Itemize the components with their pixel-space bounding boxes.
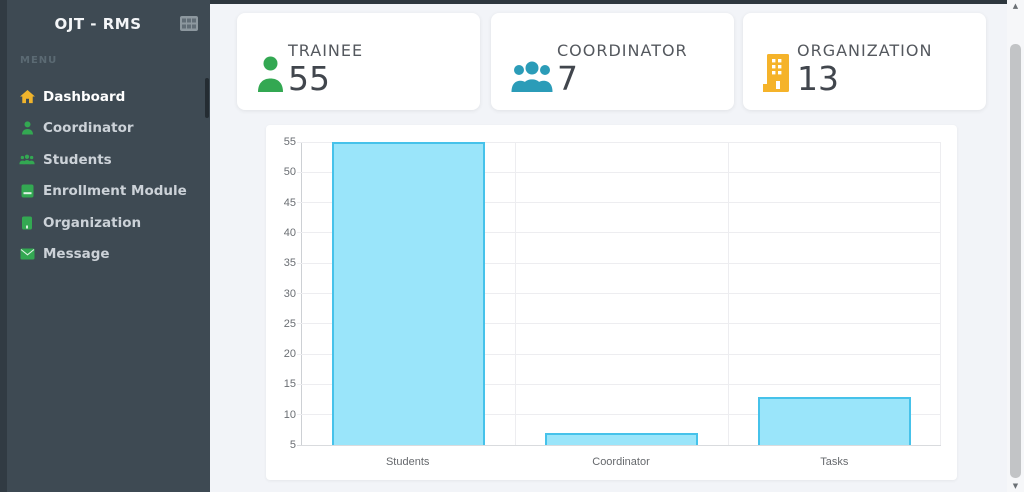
gridline-x-1: [515, 142, 516, 445]
bookmark-icon: [19, 215, 35, 231]
sidebar-item-enrollment-module[interactable]: Enrollment Module: [0, 176, 210, 208]
chart-y-axis-labels: 5 10 15 20 25 30 35 40 45 50 55: [266, 136, 296, 451]
page-scrollbar[interactable]: ▲ ▼: [1007, 0, 1024, 492]
sidebar-item-dashboard[interactable]: Dashboard: [0, 81, 210, 113]
y-tick-label-25: 25: [283, 317, 296, 330]
gridline-y-35: [297, 262, 941, 264]
gridline-y-40: [297, 232, 941, 234]
users-icon: [19, 152, 35, 168]
envelope-icon: [19, 246, 35, 262]
person-icon: [257, 56, 284, 97]
home-icon: [19, 89, 35, 105]
sidebar-menu: Dashboard Coordinator: [0, 81, 210, 270]
stat-card-trainee: TRAINEE 55: [237, 13, 480, 110]
stat-label: ORGANIZATION: [797, 41, 933, 60]
stat-label: TRAINEE: [288, 41, 364, 60]
gridline-y-10: [297, 414, 941, 416]
chart-card: 5 10 15 20 25 30 35 40 45 50 55 Students Coordinato…: [266, 125, 957, 480]
sidebar-scrollbar-thumb[interactable]: [205, 78, 209, 118]
scrollbar-up-arrow[interactable]: ▲: [1012, 2, 1019, 10]
gridline-x-right-edge: [940, 142, 941, 445]
bar-tasks: [757, 396, 912, 445]
app-title: OJT - RMS: [54, 15, 142, 33]
y-tick-label-35: 35: [283, 257, 296, 270]
gridline-y-25: [297, 323, 941, 325]
sidebar-edge-strip: [0, 0, 7, 492]
y-tick-label-50: 50: [283, 166, 296, 179]
sidebar-item-students[interactable]: Students: [0, 144, 210, 176]
gridline-y-55: [297, 141, 941, 143]
y-tick-label-20: 20: [283, 348, 296, 361]
y-tick-label-5: 5: [289, 439, 296, 451]
gridline-y-5: [297, 444, 941, 446]
people-icon: [511, 60, 553, 97]
chart-x-axis-labels: Students Coordinator Tasks: [301, 450, 941, 468]
stat-value: 55: [288, 59, 330, 98]
gridline-y-30: [297, 293, 941, 294]
y-tick-label-10: 10: [283, 408, 296, 421]
sidebar: OJT - RMS MENU Dashboard: [0, 0, 210, 492]
gridline-y-50: [297, 171, 941, 173]
sidebar-header: OJT - RMS: [0, 0, 210, 48]
y-tick-label-30: 30: [283, 287, 296, 300]
building-icon: [763, 54, 793, 97]
menu-section-label: MENU: [20, 55, 58, 66]
stat-value: 13: [797, 59, 839, 98]
scrollbar-thumb[interactable]: [1010, 44, 1021, 478]
gridline-y-45: [297, 202, 941, 204]
x-tick-label-coordinator: Coordinator: [592, 456, 650, 468]
user-icon: [19, 120, 35, 136]
y-tick-label-45: 45: [283, 196, 296, 209]
stat-card-organization: ORGANIZATION 13: [743, 13, 986, 110]
scrollbar-down-arrow[interactable]: ▼: [1012, 482, 1019, 490]
y-tick-label-15: 15: [283, 378, 296, 391]
y-tick-label-55: 55: [283, 136, 296, 148]
chart-plot: [297, 141, 941, 446]
sidebar-item-organization[interactable]: Organization: [0, 207, 210, 239]
gridline-y-20: [297, 353, 941, 355]
sidebar-item-message[interactable]: Message: [0, 239, 210, 271]
top-border-strip: [210, 0, 1007, 4]
bar-students: [331, 142, 486, 445]
stat-card-coordinator: COORDINATOR 7: [491, 13, 734, 110]
gridline-y-15: [297, 383, 941, 385]
book-icon: [19, 183, 35, 199]
gridline-x-2: [728, 142, 729, 445]
sidebar-item-coordinator[interactable]: Coordinator: [0, 113, 210, 145]
bar-coordinator: [544, 432, 699, 445]
x-tick-label-students: Students: [385, 456, 430, 468]
stat-label: COORDINATOR: [557, 41, 688, 60]
x-tick-label-tasks: Tasks: [820, 456, 849, 468]
grid-icon[interactable]: [180, 16, 198, 31]
stat-value: 7: [557, 59, 578, 98]
y-tick-label-40: 40: [283, 226, 296, 239]
